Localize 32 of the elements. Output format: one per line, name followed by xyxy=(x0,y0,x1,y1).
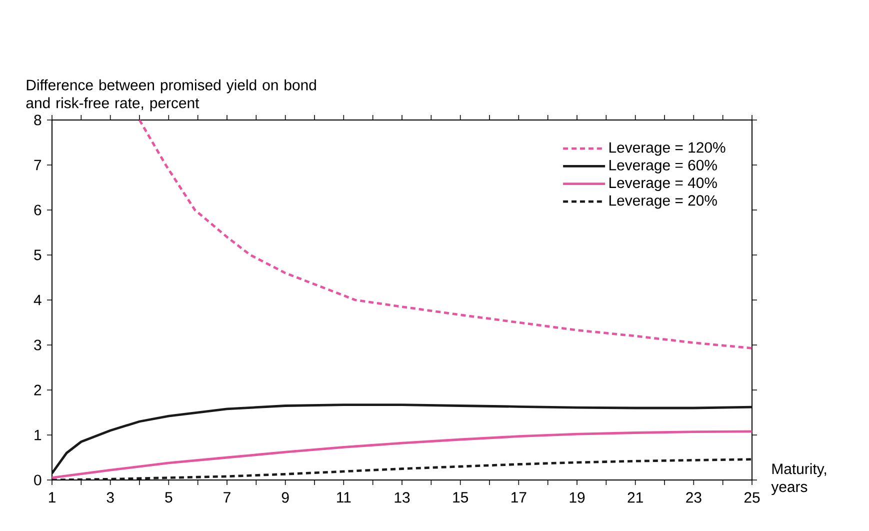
x-tick-label: 15 xyxy=(453,492,468,503)
x-tick-label: 7 xyxy=(224,492,230,502)
y-axis-title: Difference between promised yield on bond and risk-free rate, percent xyxy=(26,79,316,112)
x-tick-label: 11 xyxy=(337,492,351,502)
x-tick-label: 3 xyxy=(106,492,114,503)
x-tick-label: 9 xyxy=(282,492,289,503)
line-series xyxy=(138,120,752,350)
y-tick-label: 0 xyxy=(34,474,42,486)
y-tick-label: 1 xyxy=(34,430,42,440)
line-series xyxy=(52,430,752,479)
y-tick-label: 7 xyxy=(34,160,42,170)
legend-label: Leverage = 20% xyxy=(609,195,717,209)
x-tick-label: 19 xyxy=(570,492,585,503)
y-tick-label: 6 xyxy=(34,204,42,216)
x-tick-label: 21 xyxy=(628,492,643,503)
x-tick-label: 5 xyxy=(165,492,172,503)
x-tick-label: 17 xyxy=(512,492,526,502)
y-tick-label: 8 xyxy=(34,114,42,126)
y-tick-label: 5 xyxy=(34,250,42,260)
x-axis-title: Maturity, years xyxy=(771,463,826,496)
x-tick-label: 23 xyxy=(686,492,702,503)
y-tick-label: 4 xyxy=(34,294,42,306)
legend-label: Leverage = 120% xyxy=(609,142,726,156)
legend-label: Leverage = 40% xyxy=(609,178,717,192)
y-tick-label: 3 xyxy=(34,340,42,350)
line-series xyxy=(52,404,752,474)
y-tick-label: 2 xyxy=(34,384,42,396)
x-tick-label: 1 xyxy=(48,492,56,502)
x-tick-label: 25 xyxy=(744,492,760,503)
x-tick-label: 13 xyxy=(394,492,410,503)
line-series xyxy=(52,458,752,480)
legend-label: Leverage = 60% xyxy=(609,160,717,174)
